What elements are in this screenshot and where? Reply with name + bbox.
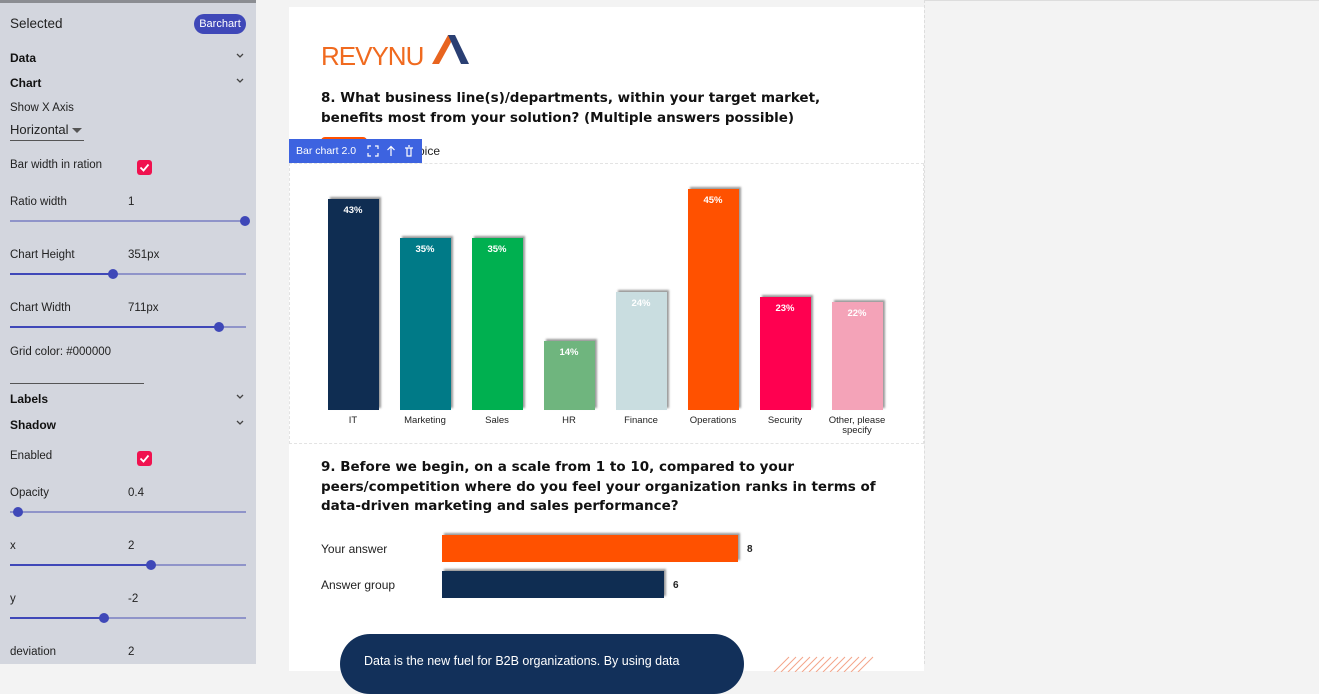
slider-knob[interactable] [99, 613, 109, 623]
chevron[interactable] [235, 52, 245, 60]
value-label: 24% [631, 298, 651, 310]
logo: REVYNU [321, 41, 424, 71]
chevron[interactable] [235, 77, 245, 85]
question-title: 8. What business line(s)/departments, wi… [321, 90, 821, 126]
slider-knob[interactable] [214, 322, 224, 332]
slider-track[interactable] [10, 220, 246, 222]
field-value: 711px [128, 302, 159, 314]
field-value: -2 [128, 593, 139, 605]
slider-track[interactable] [10, 564, 246, 566]
bar [543, 341, 595, 410]
divider [924, 0, 926, 664]
field-label: Show X Axis [10, 102, 74, 114]
value-label: 6 [673, 580, 679, 591]
slider-track[interactable] [10, 326, 246, 328]
x-tick-label: Finance [624, 415, 658, 426]
field-value: 2 [128, 540, 135, 552]
x-tick-label: IT [348, 415, 358, 426]
value-label: 22% [847, 307, 867, 319]
field-value: 1 [128, 196, 135, 208]
x-tick-label: Security [767, 415, 803, 426]
value-label: 8 [747, 544, 753, 555]
category-label: Answer group [321, 578, 396, 592]
caret [72, 128, 82, 133]
bar [471, 238, 523, 410]
banner: Data is the new fuel for B2B organizatio… [340, 634, 744, 694]
field-label: Opacity [10, 487, 49, 499]
bar [327, 198, 379, 410]
bar [687, 189, 739, 410]
field-label: Enabled [10, 450, 53, 462]
value-label: 43% [343, 204, 363, 216]
chevron[interactable] [235, 393, 245, 401]
field-label: Chart Width [10, 302, 71, 314]
x-tick-label: HR [562, 415, 576, 426]
x-tick-label: Operations [689, 415, 737, 426]
bar [442, 535, 738, 562]
hbar-chart: Your answer 8 Answer group 6 [289, 527, 924, 617]
slider-knob[interactable] [13, 507, 23, 517]
field-label: Grid color: #000000 [10, 346, 112, 358]
slider-track[interactable] [10, 617, 246, 619]
legend-text: oice [418, 144, 441, 158]
category-label: Your answer [321, 542, 388, 556]
x-tick-label: Marketing [404, 415, 446, 426]
field-value: 2 [128, 646, 135, 658]
bar [759, 297, 811, 410]
bar [442, 571, 664, 598]
type-badge[interactable]: Barchart [194, 14, 246, 34]
chevron[interactable] [235, 419, 245, 427]
sidebar-heading: Selected [10, 16, 63, 31]
section-chart[interactable]: Chart [10, 76, 42, 90]
x-tick-label: Sales [485, 415, 509, 426]
decoration [773, 656, 874, 672]
sidebar: Selected Barchart Data Chart Show X Axis… [0, 0, 256, 664]
bar [399, 238, 451, 410]
section-data[interactable]: Data [10, 51, 37, 65]
bar [615, 292, 667, 410]
chart-frame [289, 163, 924, 444]
toolbar-label: Bar chart 2.0 [296, 145, 357, 157]
bar [831, 301, 883, 410]
value-label: 35% [487, 244, 507, 256]
divider [924, 0, 1319, 1]
slider-track[interactable] [10, 511, 246, 513]
field-label: x [10, 540, 16, 552]
value-label: 14% [559, 347, 579, 359]
field-label: y [10, 593, 16, 605]
bar-chart: 43% IT 35% Marketing 35% Sales 14% HR 24% Finance… [289, 163, 924, 443]
slider-knob[interactable] [240, 216, 250, 226]
block-toolbar[interactable]: Bar chart 2.0 [289, 139, 422, 163]
banner-text: Data is the new fuel for B2B organizatio… [364, 654, 680, 668]
field-value: 0.4 [128, 487, 144, 499]
value-label: 45% [703, 195, 723, 206]
axis-select[interactable]: Horizontal [10, 121, 84, 141]
slider-knob[interactable] [146, 560, 156, 570]
question-title: 9. Before we begin, on a scale from 1 to… [321, 459, 876, 514]
checkbox[interactable] [137, 451, 152, 466]
slider-knob[interactable] [108, 269, 118, 279]
value-label: 35% [415, 244, 435, 256]
section-shadow[interactable]: Shadow [10, 418, 57, 432]
field-label: Chart Height [10, 249, 75, 261]
slider-track[interactable] [10, 273, 246, 275]
toolbar-icons[interactable] [367, 145, 417, 157]
x-tick-label: Other, please specify [828, 415, 886, 436]
report-page: REVYNU 8. What business line(s)/departme… [289, 7, 924, 694]
select-value: Horizontal [10, 122, 69, 137]
field-value: 351px [128, 249, 160, 261]
input-underline[interactable] [10, 383, 144, 384]
section-labels[interactable]: Labels [10, 392, 49, 406]
field-label: Bar width in ration [10, 159, 103, 171]
field-label: deviation [10, 646, 57, 658]
checkbox[interactable] [137, 160, 152, 175]
logo-mark [432, 35, 469, 64]
field-label: Ratio width [10, 196, 67, 208]
value-label: 23% [775, 303, 795, 315]
